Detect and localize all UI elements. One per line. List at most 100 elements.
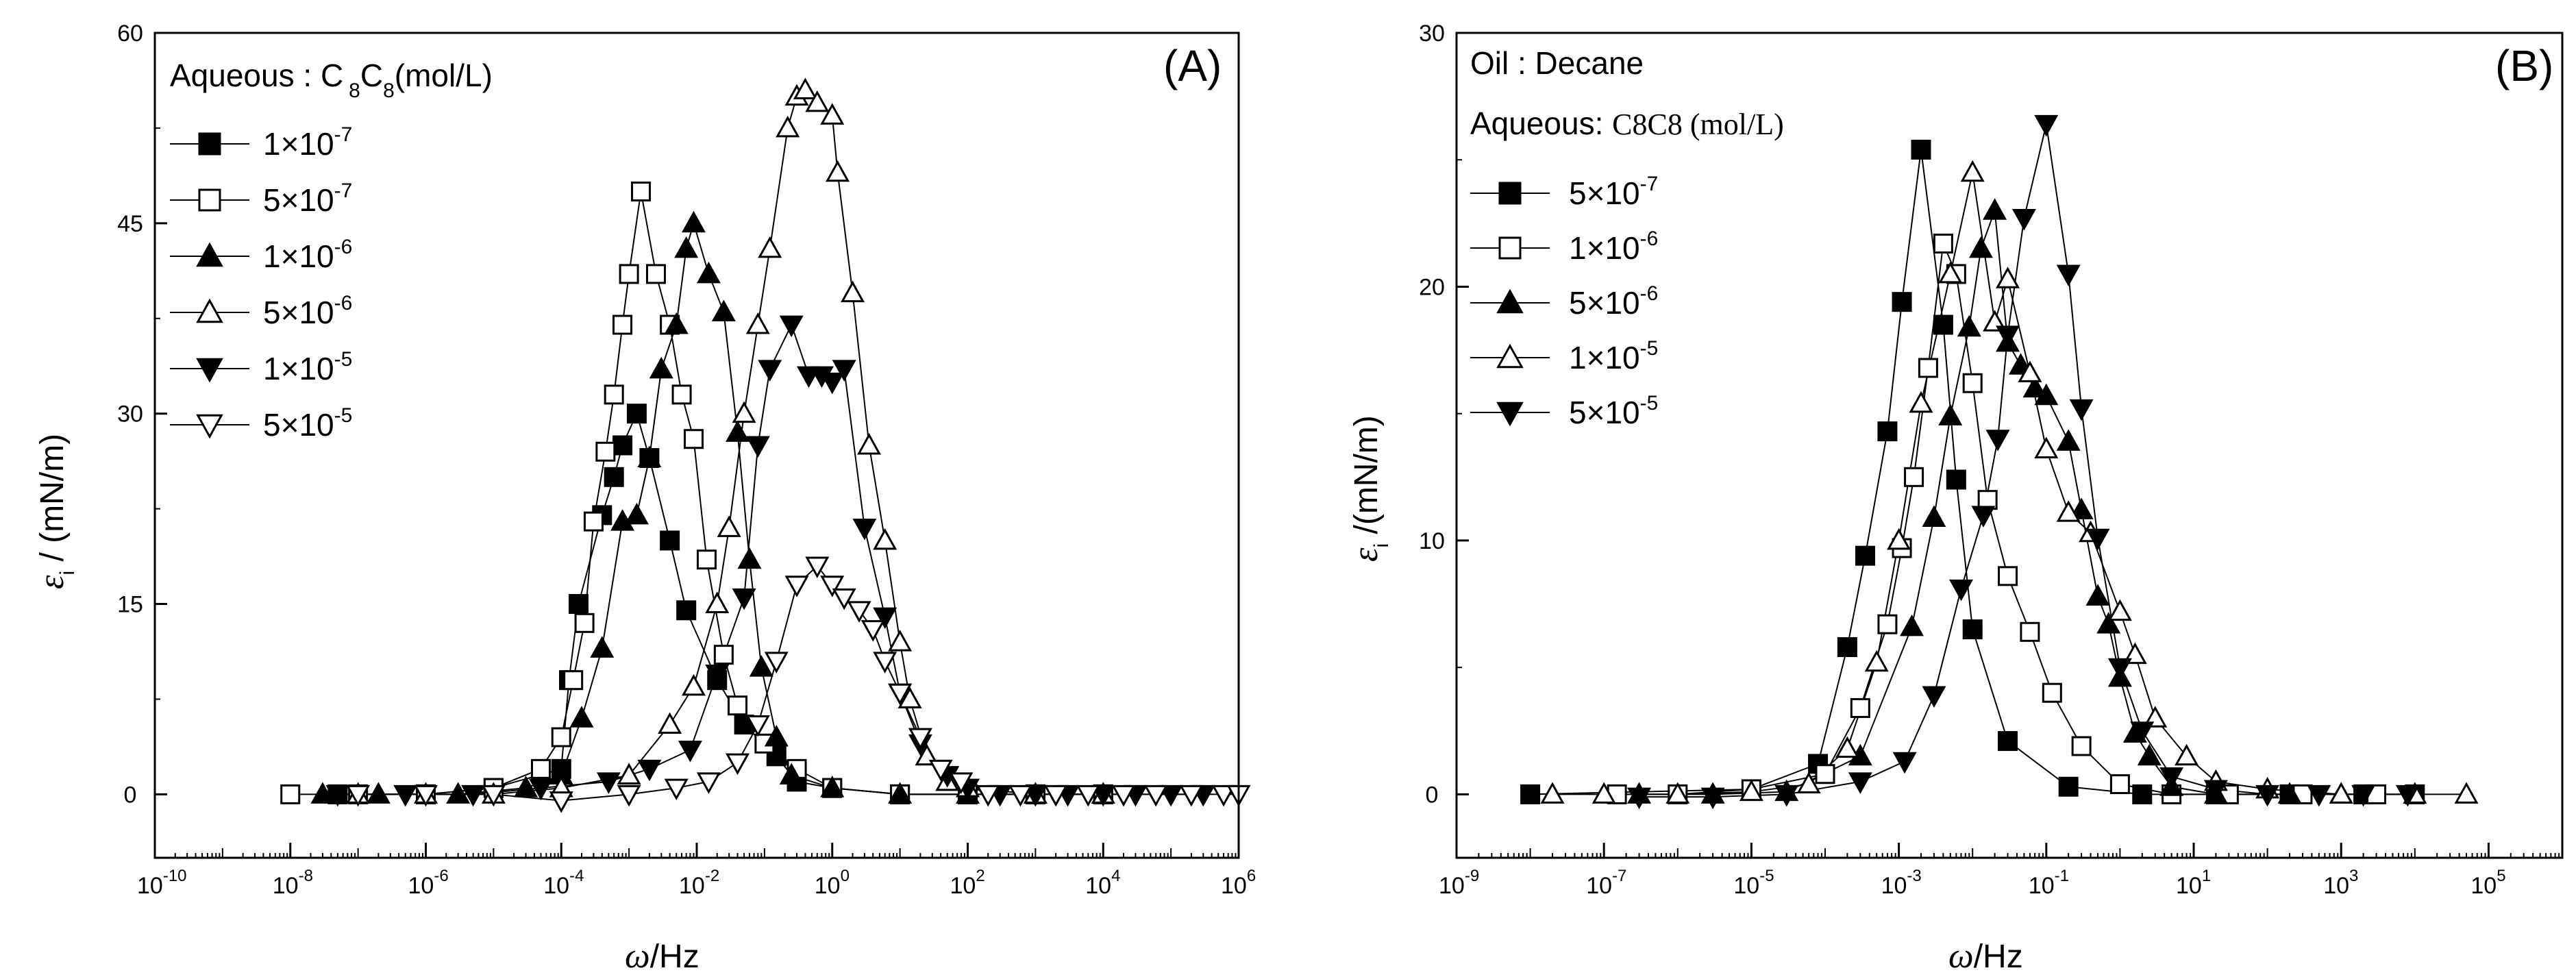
- panel-b-series-5-point: [1848, 772, 1872, 794]
- panel-b-series-1-point: [1892, 292, 1912, 312]
- panel-a-series-6-point: [664, 778, 689, 801]
- panel-a-series-6-point: [346, 784, 371, 807]
- panel-b-series-5-point: [2011, 208, 2036, 231]
- panel-b-series-2-point: [2042, 682, 2062, 703]
- panel-a-series-5-point: [461, 784, 486, 807]
- panel-b-series-1-point: [1946, 469, 1966, 490]
- panel-a-series-3-point: [764, 724, 789, 747]
- panel-a-series-6-point: [726, 753, 750, 776]
- panel-b-x-tick-label: 10-1: [2029, 867, 2069, 899]
- panel-a-legend-marker: [196, 298, 223, 323]
- panel-a-series-6-point: [549, 791, 573, 813]
- panel-b-x-tick-label: 10-5: [1733, 867, 1774, 899]
- panel-b-x-tick-label: 10-3: [1881, 867, 1922, 899]
- panel-a-series-5-point: [1091, 784, 1115, 807]
- panel-b-x-tick-label: 103: [2323, 867, 2358, 899]
- panel-a-series-3-point: [779, 763, 804, 785]
- panel-b-series-1-point: [1933, 314, 1953, 335]
- panel-b-series-2-point: [2071, 736, 2092, 756]
- panel-b-x-tick-label: 10-9: [1439, 867, 1479, 899]
- panel-b-x-tick-label: 105: [2470, 867, 2505, 899]
- panel-a-series-2-point: [551, 727, 571, 747]
- panel-a-series-1-point: [660, 530, 680, 551]
- panel-a-series-6-point: [764, 652, 789, 673]
- panel-a-legend-header: Aqueous : C 8C8(mol/L): [170, 58, 493, 102]
- panel-b-series-1-point: [1837, 637, 1857, 658]
- panel-b-series-5-point: [2255, 784, 2280, 807]
- panel-a-series-6-point: [820, 576, 845, 597]
- panel-a-series-2-point: [619, 264, 639, 284]
- panel-b-series-2-point: [1850, 697, 1870, 718]
- panel-b-series-2-point: [1815, 764, 1835, 784]
- panel-a-legend-label: 5×10-7: [263, 180, 352, 218]
- panel-a-series-2-point: [280, 784, 301, 804]
- panel-a-series-2-point: [563, 670, 584, 691]
- panel-b-series-5-point: [2056, 264, 2081, 286]
- panel-a-series-5-point: [732, 588, 756, 610]
- panel-a-legend-label: 1×10-7: [263, 123, 352, 162]
- panel-b-series-1-point: [1520, 784, 1541, 804]
- panel-b-series-2-point: [1962, 373, 1983, 393]
- panel-b-series-2-point: [2366, 784, 2387, 804]
- panel-a-series-4-point: [826, 160, 850, 182]
- panel-b-series-3-point: [1968, 236, 1993, 258]
- panel-a-series-3-point: [726, 420, 750, 442]
- panel-a-legend-marker: [198, 132, 221, 156]
- panel-b-series-5-point: [2107, 658, 2132, 680]
- panel-a-series-5-point: [745, 436, 770, 458]
- panel-b-series-4-point: [1592, 782, 1616, 804]
- panel-a-x-tick-label: 10-10: [137, 867, 187, 899]
- panel-a-series-3-point: [649, 356, 673, 379]
- panel-a-series-4-point: [793, 77, 817, 99]
- panel-b-frame: [1455, 32, 2564, 859]
- panel-a-legend-label: 1×10-5: [263, 348, 352, 386]
- panel-a-series-2-point: [728, 695, 748, 716]
- panel-a-series-3-point: [366, 782, 391, 804]
- panel-b-series-2-point: [1877, 614, 1898, 634]
- panel-b-series-1-point: [1911, 139, 1931, 160]
- panel-b-series-1-point: [2132, 784, 2153, 804]
- panel-a-legend-marker: [198, 188, 221, 212]
- panel-a-series-6-point: [617, 784, 641, 807]
- panel-b-series-4-point: [2454, 782, 2479, 804]
- panel-a-x-tick-label: 10-8: [273, 867, 313, 899]
- panel-b-series-4-point: [1739, 779, 1763, 802]
- panel-a-series-5-point: [528, 778, 553, 801]
- panel-a-series-3-point: [590, 636, 615, 658]
- panel-b-series-5-point: [2034, 114, 2059, 137]
- panel-b-series-4-point: [1540, 782, 1565, 804]
- panel-a-legend-marker: [196, 242, 223, 267]
- panel-a-y-axis-title: εi / (mN/m): [32, 434, 79, 589]
- panel-a-series-2-point: [713, 645, 734, 665]
- panel-b-series-5-point: [1996, 325, 2020, 347]
- panel-a-series-3-point: [696, 261, 721, 284]
- panel-a-legend: Aqueous : C 8C8(mol/L) 1×10-7 5×10-7 1×10-6…: [170, 58, 493, 443]
- panel-a-legend-label: 5×10-6: [263, 292, 352, 330]
- panel-a-series-1-point: [612, 435, 633, 456]
- panel-a-series-6-point: [908, 728, 932, 750]
- panel-b-series-4-point: [1835, 736, 1859, 758]
- panel-a-series-3-point: [711, 299, 736, 321]
- panel-b-series-5-point: [2351, 784, 2376, 807]
- panel-b-series-2-point: [1998, 566, 2018, 586]
- panel-a-series-3-point: [749, 655, 773, 677]
- panel-a-series-6-point: [1179, 784, 1204, 807]
- panel-a-series-5-point: [820, 372, 845, 395]
- panel-a-series-6-point: [1043, 784, 1068, 807]
- panel-b-legend-header-aqueous: Aqueous: C8C8 (mol/L): [1470, 106, 1784, 141]
- panel-a-frame: [153, 32, 1240, 859]
- panel-a-series-4-point: [732, 401, 756, 423]
- panel-a-series-5-point: [779, 315, 804, 338]
- panel-b-series-4-point: [1909, 391, 1933, 413]
- panel-a-x-tick-label: 10-2: [679, 867, 719, 899]
- panel-a-series-1-point: [626, 404, 647, 424]
- panel-b-series-5-point: [1892, 752, 1917, 774]
- panel-a-series-1-point: [734, 715, 754, 735]
- panel-b-series-5-point: [1985, 430, 2010, 452]
- panel-a-x-axis-title: ω/Hz: [625, 937, 699, 976]
- panel-a-y-tick-label: 30: [117, 401, 143, 428]
- panel-b-legend-label: 5×10-7: [1569, 173, 1658, 211]
- panel-b-y-tick-label: 10: [1419, 528, 1445, 554]
- panel-b-series-3-point: [2034, 383, 2059, 406]
- panel-a-y-tick-label: 60: [117, 21, 143, 47]
